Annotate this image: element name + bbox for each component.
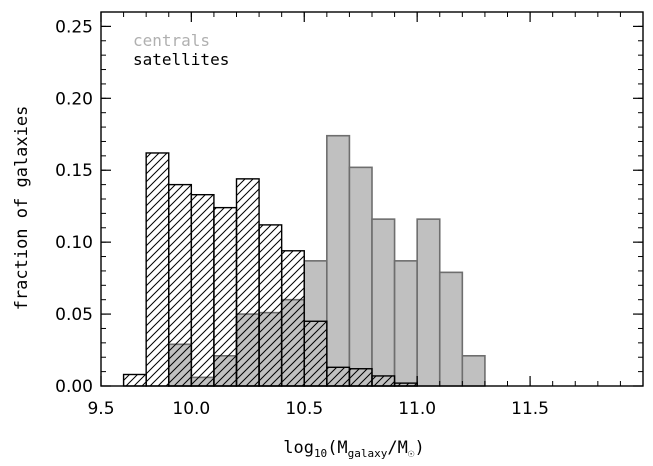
- x-axis-title-open: (M: [327, 438, 347, 458]
- satellites-bar: [258, 224, 283, 387]
- x-tick-label: 10.5: [285, 399, 323, 419]
- satellites-bar: [326, 366, 351, 387]
- y-tick-label: 0.15: [55, 161, 93, 181]
- centrals-bar: [461, 354, 486, 387]
- legend-satellites: satellites: [133, 50, 229, 69]
- centrals-bar: [348, 166, 373, 387]
- centrals-bar: [371, 218, 396, 387]
- satellites-bar: [213, 206, 238, 387]
- x-tick-label: 11.5: [511, 399, 549, 419]
- satellites-bar: [235, 178, 260, 387]
- x-tick-label: 11.0: [398, 399, 436, 419]
- satellites-bar: [371, 375, 396, 387]
- tick-labels: 9.5 10.0 10.5 11.0 11.5 0.00 0.05 0.10 0.15 0.20 0…: [55, 17, 549, 419]
- y-tick-label: 0.05: [55, 305, 93, 325]
- centrals-bar: [393, 260, 418, 387]
- x-axis-title-lead: log: [283, 438, 314, 458]
- x-axis-title-lead-sub: 10: [314, 447, 327, 460]
- y-tick-label: 0.25: [55, 17, 93, 37]
- x-axis-title-mid: /M: [387, 438, 407, 458]
- y-tick-label: 0.10: [55, 233, 93, 253]
- satellites-bar: [303, 320, 328, 387]
- x-tick-label: 9.5: [87, 399, 114, 419]
- x-axis-title-sub: galaxy: [348, 447, 388, 460]
- centrals-bar: [438, 271, 464, 387]
- satellites-bar: [168, 183, 193, 387]
- satellites-bar: [122, 373, 147, 387]
- y-tick-label: 0.00: [55, 377, 93, 397]
- centrals-bar: [416, 218, 441, 387]
- x-axis-title-sun: ☉: [408, 447, 415, 460]
- satellites-bar: [348, 368, 373, 387]
- centrals-bar: [326, 134, 351, 387]
- x-axis-title-close: ): [415, 438, 425, 458]
- satellites-bar: [145, 152, 170, 387]
- y-tick-label: 0.20: [55, 89, 93, 109]
- y-axis-title: fraction of galaxies: [12, 106, 32, 311]
- axes: [100, 11, 644, 387]
- x-tick-label: 10.0: [172, 399, 210, 419]
- legend-centrals: centrals: [133, 31, 210, 50]
- satellites-bar: [280, 250, 305, 387]
- satellites-bar: [190, 193, 215, 387]
- x-axis-title: log10(Mgalaxy/M☉): [283, 438, 425, 460]
